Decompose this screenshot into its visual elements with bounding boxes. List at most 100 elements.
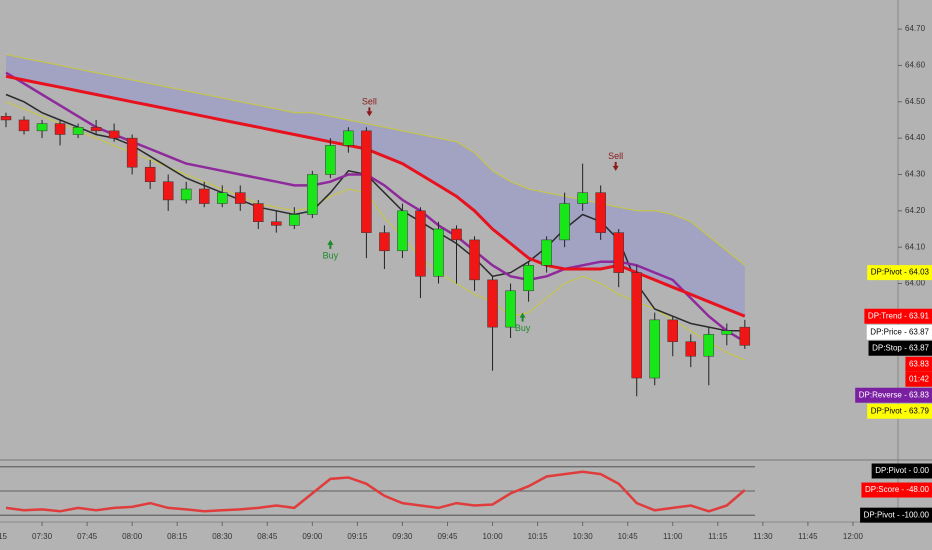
candle-body [685,341,697,357]
candle-body [397,210,408,252]
candle-body [108,130,120,139]
candle-body [631,272,642,379]
cloud [6,54,745,317]
tag-text: 63.83 [909,359,930,368]
tag-sub-box [905,371,932,387]
candle-body [649,319,660,379]
signal-arrow [327,239,334,249]
candle-body [0,116,12,121]
tag-text: DP:Price - 63.87 [870,327,929,336]
candle-body [595,192,606,233]
tag-box [855,387,932,403]
signal-label: Buy [323,250,339,260]
tag-text: DP:Stop - 63.87 [872,343,929,352]
plot-area: Buy Sell Buy Sell [0,54,751,397]
tag-text: DP:Pivot - 63.79 [871,406,930,415]
candle-body [415,210,426,277]
tag-box [860,507,932,523]
x-tick-label: 12:00 [843,532,864,541]
y-tick-label: 64.40 [905,133,926,142]
price-tag: DP:Pivot - 0.00 [871,463,932,479]
tag-text: DP:Trend - 63.91 [868,311,930,320]
tag-text: DP:Pivot - 64.03 [871,268,930,277]
y-tick-label: 64.00 [905,279,926,288]
price-tag: DP:Price - 63.87 [866,324,932,340]
tag-box [871,463,932,479]
candle-body [469,239,480,281]
tag-text: DP:Pivot - -100.00 [864,510,930,519]
candle-body [271,221,282,226]
tag-box [867,265,932,281]
candle-body [253,203,264,222]
candle-body [613,232,624,273]
candle-body [289,214,300,226]
candle-body [54,123,66,135]
candle-body [343,130,354,146]
price-tag: DP:Pivot - 63.79 [867,403,932,419]
x-tick-label: 08:15 [167,532,188,541]
candle-body [361,130,372,233]
candle-body [235,192,246,204]
candle-body [126,137,138,168]
candle-body [144,166,156,182]
price-tag: DP:Reverse - 63.83 [855,387,932,403]
price-tag: DP:Pivot - 64.03 [867,265,932,281]
oscillator-line [5,470,746,513]
indicator-line [5,54,746,266]
candle-body [541,239,552,266]
y-tick-label: 64.10 [905,242,926,251]
x-tick-label: 09:00 [302,532,323,541]
x-tick-label: 08:00 [122,532,143,541]
signal-arrow [519,312,526,322]
y-tick-label: 64.60 [905,61,926,70]
tag-box [905,356,932,372]
candle-body [90,126,102,132]
candle-body [523,265,534,292]
y-tick-label: 64.20 [905,206,926,215]
signal-arrow [366,107,373,117]
candle-body [379,232,390,252]
candle-body [721,330,733,335]
x-tick-label: 09:30 [392,532,413,541]
candle-body [433,228,444,277]
x-tick-label: 11:00 [663,532,683,541]
candle-body [577,192,588,204]
x-tick-label: 10:45 [618,532,639,541]
price-tag: DP:Trend - 63.91 [864,308,932,324]
x-tick-label: 08:30 [212,532,233,541]
candle-body [739,326,751,346]
x-tick-label: 07:30 [32,532,53,541]
price-tag: DP:Pivot - -100.00 [860,507,932,523]
candle-body [216,192,228,204]
candle-body [559,203,570,241]
tag-text: DP:Pivot - 0.00 [875,466,929,475]
candle-body [451,228,462,241]
x-tick-label: 11:30 [753,532,773,541]
tag-box [866,324,932,340]
tag-sub-text: 01:42 [909,374,930,383]
candle-body [505,290,516,328]
candle-body [667,319,678,342]
signal-arrow [612,161,619,171]
signal-label: Buy [515,323,531,333]
oscillator-panel [0,466,755,516]
signal-label: Sell [608,151,623,161]
x-tick-label: 10:00 [483,532,504,541]
x-tick-label: 11:45 [798,532,818,541]
tag-text: DP:Score - -48.00 [865,485,930,494]
x-tick-label: 07:45 [77,532,98,541]
price-tag: DP:Score - -48.00 [861,482,932,498]
candle-body [162,181,174,201]
candle-body [325,145,336,175]
x-tick-label: 08:45 [257,532,278,541]
x-tick-label: 09:45 [437,532,458,541]
tag-box [864,308,932,324]
tag-box [868,340,932,356]
price-tag: DP:Stop - 63.87 [868,340,932,356]
candle-body [198,188,210,204]
candle-body [18,119,30,132]
candle-body [307,174,318,215]
